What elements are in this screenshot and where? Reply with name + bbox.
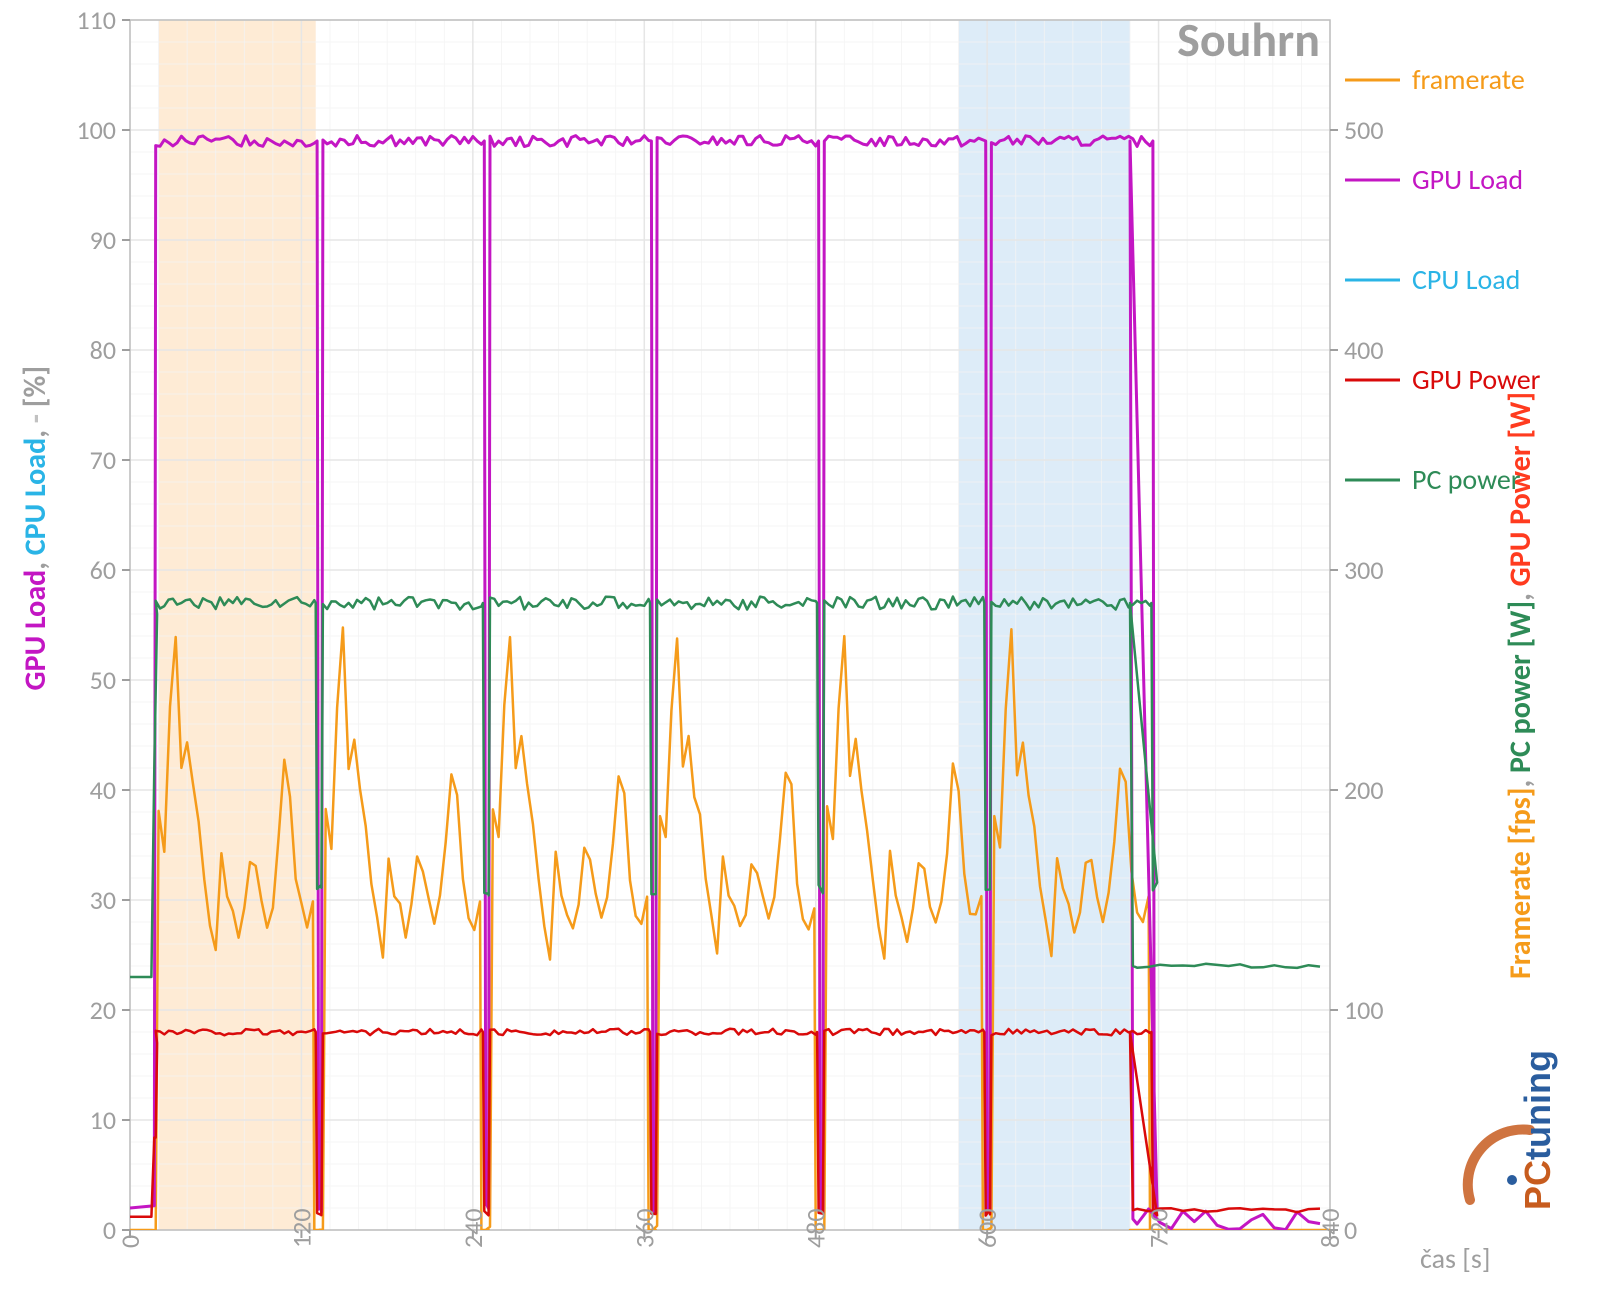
legend-label: framerate bbox=[1412, 62, 1525, 97]
yr-tick: 400 bbox=[1344, 334, 1384, 366]
x-tick: 600 bbox=[971, 1208, 1003, 1248]
yl-tick: 10 bbox=[90, 1104, 116, 1136]
yl-tick: 30 bbox=[90, 884, 116, 916]
yr-tick: 500 bbox=[1344, 114, 1384, 146]
x-axis-label: čas [s] bbox=[1420, 1241, 1490, 1276]
yl-tick: 90 bbox=[90, 224, 116, 256]
yl-tick: 60 bbox=[90, 554, 116, 586]
x-tick: 0 bbox=[114, 1235, 146, 1248]
x-tick: 840 bbox=[1314, 1208, 1346, 1248]
legend-label: GPU Load bbox=[1412, 162, 1523, 197]
yr-tick: 300 bbox=[1344, 554, 1384, 586]
x-tick: 480 bbox=[800, 1208, 832, 1248]
yl-tick: 50 bbox=[90, 664, 116, 696]
legend-label: GPU Power bbox=[1412, 362, 1541, 397]
watermark-text: PCtuning bbox=[1517, 1050, 1558, 1210]
yl-tick: 20 bbox=[90, 994, 116, 1026]
yr-tick: 100 bbox=[1344, 994, 1384, 1026]
chart-title: Souhrn bbox=[1177, 10, 1320, 69]
y-left-label: GPU Load, CPU Load, - [%] bbox=[17, 366, 54, 691]
chart-container: 0102030405060708090100110010020030040050… bbox=[0, 0, 1600, 1314]
yl-tick: 110 bbox=[76, 4, 116, 36]
yl-tick: 80 bbox=[90, 334, 116, 366]
yl-tick: 100 bbox=[76, 114, 116, 146]
yr-tick: 200 bbox=[1344, 774, 1384, 806]
yl-tick: 70 bbox=[90, 444, 116, 476]
x-tick: 720 bbox=[1143, 1208, 1175, 1248]
yl-tick: 40 bbox=[90, 774, 116, 806]
x-tick: 240 bbox=[457, 1208, 489, 1248]
x-tick: 360 bbox=[628, 1208, 660, 1248]
legend-label: PC power bbox=[1412, 462, 1521, 497]
performance-chart: 0102030405060708090100110010020030040050… bbox=[0, 0, 1600, 1314]
highlight-region-0 bbox=[159, 20, 316, 1230]
x-tick: 120 bbox=[285, 1208, 317, 1248]
legend-label: CPU Load bbox=[1412, 262, 1520, 297]
